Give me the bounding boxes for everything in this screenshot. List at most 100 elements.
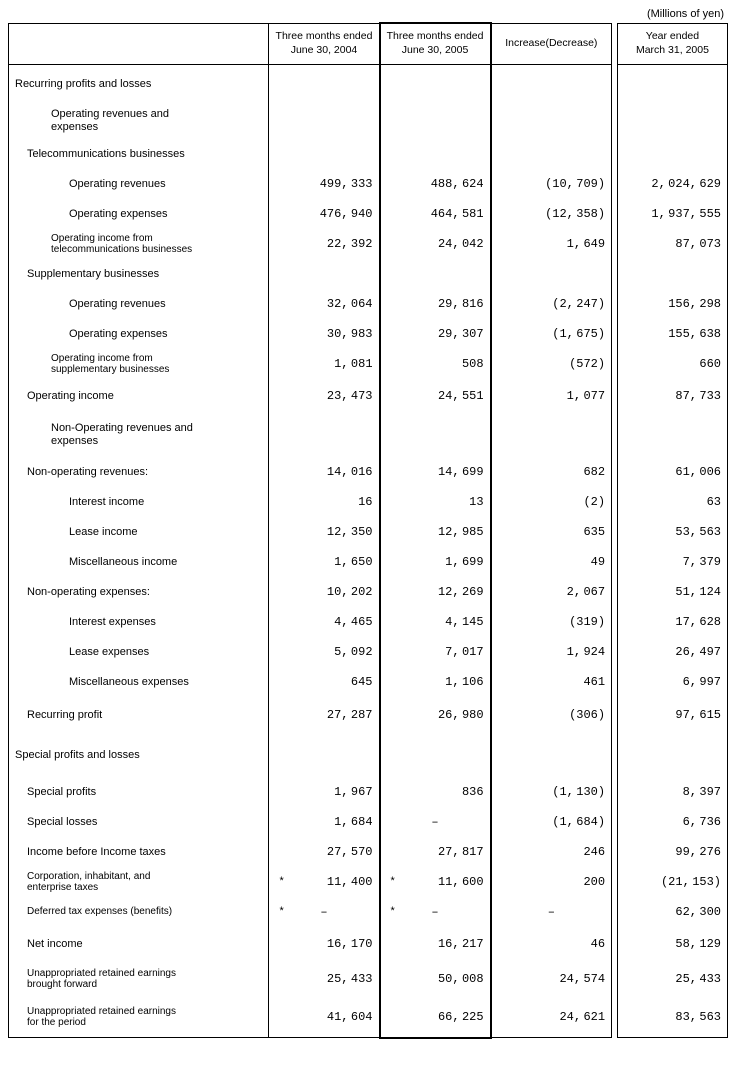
- row-label: Operating income fromtelecommunications …: [9, 229, 269, 259]
- cell-c2: 13: [380, 487, 491, 517]
- cell-c4: 51, 124: [617, 577, 727, 607]
- row-label: Interest expenses: [9, 607, 269, 637]
- row-label: Corporation, inhabitant, andenterprise t…: [9, 867, 269, 897]
- cell-c1: 10, 202: [269, 577, 380, 607]
- cell-c1: 1, 081: [269, 349, 380, 379]
- cell-c4: 61, 006: [617, 457, 727, 487]
- cell-c3: –: [491, 897, 612, 927]
- cell-c1: [269, 413, 380, 457]
- header-label: [9, 23, 269, 65]
- table-row: Special losses1, 684–(1, 684)6, 736: [9, 807, 728, 837]
- cell-c4: 87, 073: [617, 229, 727, 259]
- cell-c2: 50, 008: [380, 961, 491, 997]
- cell-c2: 4, 145: [380, 607, 491, 637]
- cell-c1: [269, 65, 380, 104]
- row-label: Special profits and losses: [9, 733, 269, 777]
- table-row: Supplementary businesses: [9, 259, 728, 289]
- cell-c1: 16: [269, 487, 380, 517]
- row-label: Miscellaneous expenses: [9, 667, 269, 697]
- table-row: Special profits1, 967836(1, 130)8, 397: [9, 777, 728, 807]
- cell-c1: [269, 139, 380, 169]
- cell-c3: 1, 649: [491, 229, 612, 259]
- row-label: Operating expenses: [9, 319, 269, 349]
- cell-c1: 23, 473: [269, 379, 380, 413]
- unit-label: (Millions of yen): [8, 8, 728, 20]
- cell-c1: 16, 170: [269, 927, 380, 961]
- cell-c2: 508: [380, 349, 491, 379]
- cell-c4: 155, 638: [617, 319, 727, 349]
- row-label: Lease income: [9, 517, 269, 547]
- cell-c4: 660: [617, 349, 727, 379]
- cell-c1: 22, 392: [269, 229, 380, 259]
- cell-c3: (1, 130): [491, 777, 612, 807]
- cell-c3: (2): [491, 487, 612, 517]
- cell-c2: [380, 259, 491, 289]
- cell-c2: 7, 017: [380, 637, 491, 667]
- row-label: Telecommunications businesses: [9, 139, 269, 169]
- table-row: Net income16, 17016, 2174658, 129: [9, 927, 728, 961]
- cell-c3: 46: [491, 927, 612, 961]
- table-row: Miscellaneous income1, 6501, 699497, 379: [9, 547, 728, 577]
- table-row: Operating revenues andexpenses: [9, 103, 728, 139]
- row-label: Operating income: [9, 379, 269, 413]
- cell-c2: 1, 106: [380, 667, 491, 697]
- financial-table: Three months endedJune 30, 2004 Three mo…: [8, 22, 728, 1039]
- cell-c3: [491, 413, 612, 457]
- cell-c2: *–: [380, 897, 491, 927]
- cell-c4: 25, 433: [617, 961, 727, 997]
- table-row: Corporation, inhabitant, andenterprise t…: [9, 867, 728, 897]
- cell-c4: [617, 65, 727, 104]
- cell-c2: 29, 816: [380, 289, 491, 319]
- table-row: Special profits and losses: [9, 733, 728, 777]
- cell-c3: 2, 067: [491, 577, 612, 607]
- table-row: Operating income23, 47324, 5511, 07787, …: [9, 379, 728, 413]
- cell-c2: 24, 042: [380, 229, 491, 259]
- cell-c4: 83, 563: [617, 997, 727, 1038]
- cell-c2: [380, 65, 491, 104]
- cell-c2: 14, 699: [380, 457, 491, 487]
- cell-c2: –: [380, 807, 491, 837]
- cell-c1: 499, 333: [269, 169, 380, 199]
- row-label: Special losses: [9, 807, 269, 837]
- header-col4: Year endedMarch 31, 2005: [617, 23, 727, 65]
- cell-c1: 1, 650: [269, 547, 380, 577]
- row-label: Interest income: [9, 487, 269, 517]
- table-row: Non-operating expenses:10, 20212, 2692, …: [9, 577, 728, 607]
- cell-c2: [380, 103, 491, 139]
- cell-c4: 1, 937, 555: [617, 199, 727, 229]
- row-label: Net income: [9, 927, 269, 961]
- cell-c2: 24, 551: [380, 379, 491, 413]
- table-row: Operating revenues499, 333488, 624(10, 7…: [9, 169, 728, 199]
- cell-c2: 12, 269: [380, 577, 491, 607]
- cell-c4: [617, 413, 727, 457]
- row-label: Unappropriated retained earningsfor the …: [9, 997, 269, 1038]
- cell-c4: 2, 024, 629: [617, 169, 727, 199]
- cell-c1: 14, 016: [269, 457, 380, 487]
- table-row: Interest income1613(2)63: [9, 487, 728, 517]
- row-label: Special profits: [9, 777, 269, 807]
- row-label: Non-Operating revenues andexpenses: [9, 413, 269, 457]
- cell-c1: *–: [269, 897, 380, 927]
- cell-c3: 24, 574: [491, 961, 612, 997]
- cell-c1: 476, 940: [269, 199, 380, 229]
- cell-c3: 682: [491, 457, 612, 487]
- cell-c1: 41, 604: [269, 997, 380, 1038]
- cell-c2: 836: [380, 777, 491, 807]
- header-col2: Three months endedJune 30, 2005: [380, 23, 491, 65]
- cell-c1: 27, 287: [269, 697, 380, 733]
- cell-c2: [380, 139, 491, 169]
- table-header-row: Three months endedJune 30, 2004 Three mo…: [9, 23, 728, 65]
- row-label: Income before Income taxes: [9, 837, 269, 867]
- cell-c4: 63: [617, 487, 727, 517]
- cell-c4: 99, 276: [617, 837, 727, 867]
- cell-c1: 32, 064: [269, 289, 380, 319]
- cell-c4: 156, 298: [617, 289, 727, 319]
- cell-c1: [269, 259, 380, 289]
- row-label: Operating income fromsupplementary busin…: [9, 349, 269, 379]
- cell-c1: 27, 570: [269, 837, 380, 867]
- table-row: Interest expenses4, 4654, 145(319)17, 62…: [9, 607, 728, 637]
- cell-c2: 29, 307: [380, 319, 491, 349]
- row-label: Non-operating revenues:: [9, 457, 269, 487]
- row-label: Recurring profit: [9, 697, 269, 733]
- cell-c3: [491, 65, 612, 104]
